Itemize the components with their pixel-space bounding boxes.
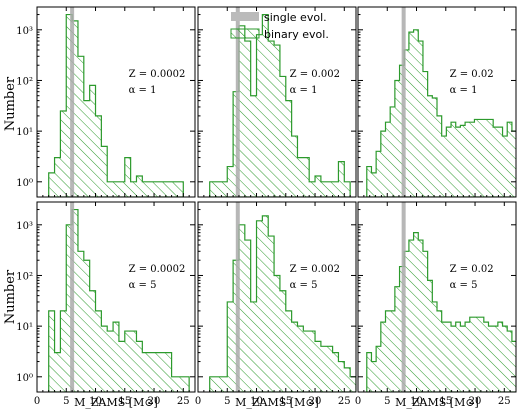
x-axis-label: M_ZAMS [M⊙] — [395, 396, 479, 409]
panel-annotation: Z = 0.0002 — [129, 264, 186, 275]
binary-evol-histogram — [48, 13, 184, 197]
y-tick-label: 10³ — [16, 221, 33, 232]
panel-bottom-right: 0 5 10 15 20 25 Z = 0.02 α = 5 M_ZAMS [M⊙] — [355, 201, 517, 409]
panel-plot-area — [366, 202, 516, 392]
single-evol-line — [401, 7, 406, 197]
x-tick-label: 25 — [338, 396, 351, 407]
x-tick-label: 0 — [34, 396, 40, 407]
panel-frame — [36, 6, 196, 198]
single-evol-line — [235, 7, 240, 197]
binary-evol-histogram — [209, 215, 356, 392]
x-tick-label: 20 — [148, 396, 161, 407]
panel-grid: 10⁰ 10¹ 10² 10³ Z = 0.0002 α = 1 Z = 0.002 α = … — [16, 6, 517, 409]
x-tick-label: 0 — [355, 396, 361, 407]
panel-annotation: Z = 0.002 — [290, 264, 340, 275]
binary-evol-histogram — [209, 13, 351, 197]
x-tick-label: 5 — [224, 396, 230, 407]
x-axis-label: M_ZAMS [M⊙] — [235, 396, 319, 409]
panel-frame — [197, 201, 357, 393]
panel-bottom-middle: 0 5 10 15 20 25 Z = 0.002 α = 5 M_ZAMS [M⊙] — [195, 201, 357, 409]
panel-top-middle: Z = 0.002 α = 1 — [197, 6, 357, 198]
panel-frame — [357, 201, 517, 393]
binary-evol-histogram — [48, 208, 190, 392]
panel-frame — [36, 201, 196, 393]
x-tick-label: 10 — [250, 396, 263, 407]
panel-annotation: α = 5 — [450, 280, 478, 291]
x-tick-label: 15 — [118, 396, 131, 407]
panel-annotation: Z = 0.002 — [290, 69, 340, 80]
x-tick-label: 20 — [469, 396, 482, 407]
x-tick-label: 25 — [177, 396, 190, 407]
panel-frame — [197, 6, 357, 198]
x-axis-label: M_ZAMS [M⊙] — [74, 396, 158, 409]
y-tick-label: 10⁰ — [16, 178, 33, 189]
legend-binary-label: binary evol. — [264, 28, 329, 41]
x-tick-label: 25 — [498, 396, 511, 407]
x-tick-label: 15 — [279, 396, 292, 407]
panel-plot-area — [48, 7, 184, 197]
legend: single evol. binary evol. — [230, 11, 329, 41]
panel-annotation: Z = 0.0002 — [129, 69, 186, 80]
single-evol-line — [70, 7, 75, 197]
panel-annotation: α = 1 — [450, 85, 478, 96]
panel-top-right: Z = 0.02 α = 1 — [357, 6, 517, 198]
x-tick-label: 0 — [195, 396, 201, 407]
single-evol-line — [401, 202, 406, 392]
panel-annotation: α = 5 — [129, 280, 157, 291]
panel-annotation: Z = 0.02 — [450, 264, 494, 275]
single-evol-line — [70, 202, 75, 392]
panel-top-left: 10⁰ 10¹ 10² 10³ Z = 0.0002 α = 1 — [16, 6, 196, 198]
panel-plot-area — [366, 7, 516, 197]
y-tick-label: 10¹ — [16, 127, 33, 138]
x-tick-label: 5 — [384, 396, 390, 407]
legend-binary-swatch — [230, 28, 260, 39]
panel-plot-area — [209, 7, 351, 197]
single-evol-line — [235, 202, 240, 392]
x-tick-label: 10 — [410, 396, 423, 407]
binary-evol-histogram — [366, 232, 516, 392]
x-tick-label: 10 — [89, 396, 102, 407]
y-tick-label: 10³ — [16, 26, 33, 37]
panel-plot-area — [48, 202, 190, 392]
x-tick-label: 20 — [309, 396, 322, 407]
panel-annotation: α = 5 — [290, 280, 318, 291]
x-tick-label: 15 — [439, 396, 452, 407]
panel-annotation: Z = 0.02 — [450, 69, 494, 80]
panel-bottom-left: 0 5 10 15 20 25 10⁰ 10¹ 10² 10³ Z = 0.0002 α = 5 M_Z… — [16, 201, 196, 409]
x-tick-label: 5 — [63, 396, 69, 407]
y-tick-label: 10² — [16, 271, 33, 282]
panel-frame — [357, 6, 517, 198]
legend-single-swatch — [231, 12, 259, 21]
y-tick-label: 10⁰ — [16, 373, 33, 384]
panel-plot-area — [209, 202, 356, 392]
y-tick-label: 10¹ — [16, 322, 33, 333]
binary-evol-histogram — [366, 29, 516, 197]
y-tick-label: 10² — [16, 76, 33, 87]
panel-annotation: α = 1 — [290, 85, 318, 96]
panel-annotation: α = 1 — [129, 85, 157, 96]
y-axis-label-bottom: Number — [3, 269, 18, 324]
legend-single-label: single evol. — [264, 11, 327, 24]
y-axis-label-top: Number — [3, 76, 18, 131]
